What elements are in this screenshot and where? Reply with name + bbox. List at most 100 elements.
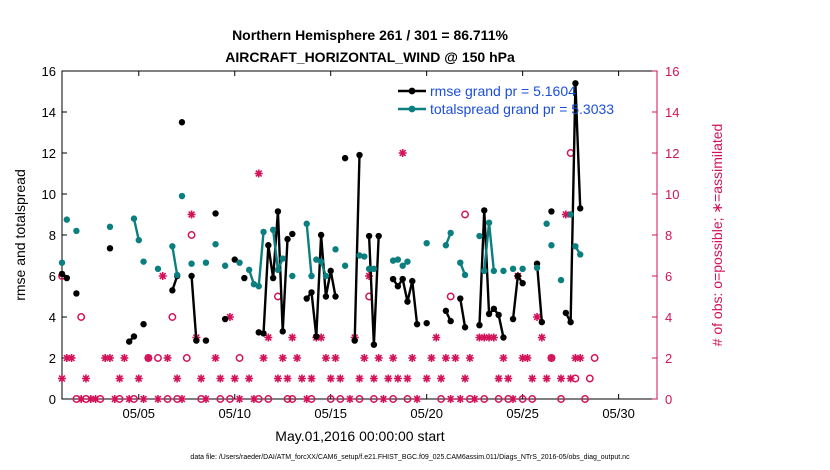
rmse-series-line bbox=[459, 298, 467, 328]
rmse-point bbox=[500, 334, 507, 341]
obs-assimilated-marker bbox=[120, 354, 129, 362]
obs-assimilated-marker bbox=[81, 374, 90, 383]
obs-assimilated-marker bbox=[288, 333, 297, 342]
obs-possible-marker bbox=[216, 395, 225, 403]
spread-point bbox=[490, 267, 498, 275]
legend-spread-marker bbox=[408, 105, 416, 113]
obs-assimilated-marker bbox=[273, 374, 282, 383]
obs-possible-marker bbox=[264, 395, 273, 403]
spread-series-line bbox=[171, 246, 179, 276]
rmse-point bbox=[404, 298, 411, 305]
obs-assimilated-marker bbox=[158, 272, 167, 280]
obs-assimilated-marker bbox=[62, 354, 71, 362]
obs-assimilated-marker bbox=[446, 395, 455, 403]
obs-possible-marker bbox=[389, 395, 398, 403]
legend-rmse-label: rmse grand pr = 5.1604 bbox=[430, 83, 576, 99]
rmse-point bbox=[255, 329, 262, 336]
obs-possible-marker bbox=[326, 395, 335, 403]
obs-assimilated-marker bbox=[225, 313, 234, 321]
spread-point bbox=[567, 211, 574, 218]
obs-assimilated-marker bbox=[264, 333, 273, 342]
obs-possible-marker bbox=[528, 395, 537, 403]
obs-assimilated-marker bbox=[566, 374, 575, 383]
chart-title-line-1: Northern Hemisphere 261 / 301 = 86.711% bbox=[232, 27, 508, 43]
spread-point bbox=[356, 252, 363, 259]
y-tick-label-right: 8 bbox=[665, 228, 672, 243]
obs-assimilated-marker bbox=[537, 333, 546, 342]
rmse-point bbox=[447, 317, 454, 325]
obs-possible-marker bbox=[336, 395, 345, 403]
rmse-point bbox=[274, 208, 282, 215]
obs-possible-marker bbox=[480, 395, 489, 403]
rmse-point bbox=[317, 231, 325, 239]
rmse-point bbox=[125, 338, 133, 345]
obs-assimilated-marker bbox=[485, 333, 494, 342]
spread-point bbox=[394, 256, 402, 263]
obs-assimilated-marker bbox=[254, 169, 263, 178]
rmse-point bbox=[332, 293, 339, 300]
rmse-point bbox=[399, 275, 406, 283]
x-tick-label: 05/30 bbox=[602, 406, 635, 421]
rmse-point bbox=[356, 151, 363, 159]
obs-assimilated-marker bbox=[187, 210, 196, 219]
rmse-point bbox=[241, 274, 248, 282]
obs-assimilated-marker bbox=[437, 374, 446, 383]
rmse-point bbox=[260, 330, 267, 337]
y-tick-label-left: 10 bbox=[42, 187, 56, 202]
rmse-series-line bbox=[564, 82, 582, 324]
spread-point bbox=[135, 236, 142, 244]
obs-assimilated-marker bbox=[369, 374, 378, 383]
spread-point bbox=[519, 265, 526, 273]
obs-assimilated-marker bbox=[321, 354, 330, 362]
y-tick-label-right: 12 bbox=[665, 146, 679, 161]
plot-area: 05/05 05/10 05/15 05/20 05/25 05/30 0 0 2 2 4 4 6 6 8 8… bbox=[42, 64, 680, 421]
obs-assimilated-marker bbox=[489, 333, 498, 342]
rmse-point bbox=[490, 305, 498, 312]
y-tick-label-left: 14 bbox=[42, 105, 56, 120]
obs-assimilated-marker bbox=[480, 333, 489, 342]
spread-point bbox=[548, 242, 555, 249]
rmse-point bbox=[63, 274, 70, 282]
y-tick-label-right: 10 bbox=[665, 187, 679, 202]
spread-series-line bbox=[132, 218, 140, 241]
spread-point bbox=[212, 241, 219, 248]
obs-assimilated-marker bbox=[518, 354, 527, 362]
rmse-series-line bbox=[353, 155, 361, 341]
obs-assimilated-marker bbox=[528, 374, 537, 383]
spread-point bbox=[543, 220, 550, 227]
obs-possible-marker bbox=[461, 210, 470, 219]
obs-assimilated-marker bbox=[355, 374, 364, 383]
obs-assimilated-marker bbox=[235, 395, 244, 403]
spread-point bbox=[572, 243, 579, 250]
rmse-point bbox=[375, 232, 382, 240]
obs-possible-marker bbox=[235, 354, 244, 362]
x-tick-label: 05/05 bbox=[123, 406, 156, 421]
obs-possible-marker bbox=[355, 395, 364, 403]
obs-assimilated-marker bbox=[134, 374, 143, 383]
obs-assimilated-marker bbox=[201, 395, 210, 403]
legend-rmse-marker bbox=[408, 87, 416, 95]
legend-spread-label: totalspread grand pr = 5.3033 bbox=[430, 101, 614, 117]
rmse-point bbox=[322, 293, 330, 300]
obs-possible-marker bbox=[77, 313, 86, 321]
spread-point bbox=[73, 227, 80, 235]
rmse-point bbox=[514, 272, 522, 280]
spread-point bbox=[140, 258, 147, 265]
rmse-point bbox=[548, 208, 555, 215]
y-tick-label-right: 6 bbox=[665, 269, 672, 284]
rmse-point bbox=[265, 242, 272, 249]
obs-assimilated-marker bbox=[283, 374, 292, 383]
spread-point bbox=[500, 267, 507, 275]
obs-assimilated-marker bbox=[86, 395, 95, 403]
rmse-point bbox=[106, 245, 114, 252]
spread-point bbox=[303, 220, 310, 227]
obs-possible-marker bbox=[557, 395, 565, 403]
rmse-point bbox=[279, 328, 286, 335]
rmse-point bbox=[442, 307, 450, 315]
rmse-series-line bbox=[535, 263, 544, 323]
obs-assimilated-marker bbox=[523, 354, 532, 362]
obs-assimilated-marker bbox=[422, 374, 431, 383]
obs-assimilated-marker bbox=[475, 333, 484, 342]
obs-assimilated-marker bbox=[389, 354, 398, 362]
